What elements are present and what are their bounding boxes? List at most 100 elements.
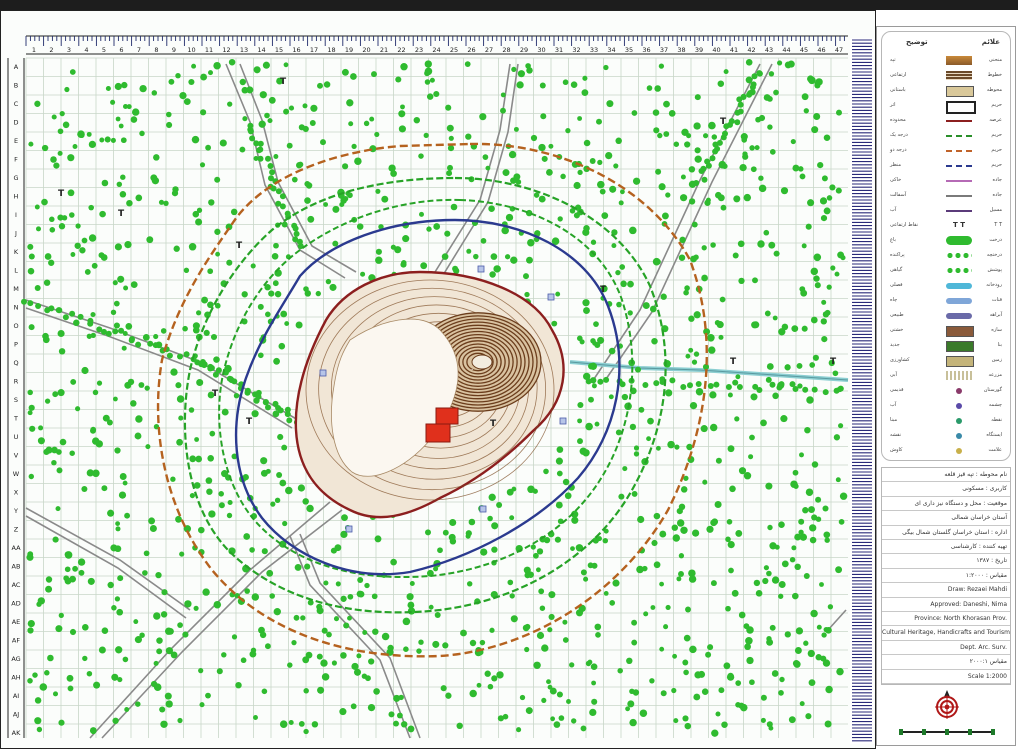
tree	[44, 670, 50, 676]
tree	[215, 367, 222, 374]
title-block-row: Dept. Arc. Surv.	[882, 641, 1010, 656]
tree	[117, 275, 125, 283]
elevation-mark: T	[212, 389, 219, 399]
tree	[44, 253, 52, 260]
tree	[735, 374, 741, 380]
legend-symbol-icon	[946, 120, 972, 122]
legend-symbol-icon	[956, 448, 962, 454]
tree	[416, 648, 422, 654]
tree	[351, 662, 359, 670]
tree	[28, 473, 35, 480]
tree	[613, 163, 619, 169]
tree	[74, 242, 81, 249]
tree	[619, 381, 626, 388]
tree	[91, 262, 98, 269]
legend-symbol-icon	[946, 251, 972, 260]
tree	[72, 565, 79, 572]
tree	[216, 668, 223, 675]
tree	[491, 546, 498, 553]
tree	[231, 453, 238, 460]
tree	[215, 251, 221, 257]
tree	[388, 164, 396, 172]
survey-marker	[559, 417, 567, 425]
row-letter: W	[13, 470, 20, 478]
tree	[719, 296, 726, 303]
tree	[93, 681, 101, 689]
tree	[347, 593, 354, 600]
tree	[500, 107, 506, 114]
tree	[194, 437, 200, 442]
tree	[156, 648, 163, 655]
tree	[801, 243, 807, 249]
tree	[233, 393, 240, 399]
tree	[555, 501, 563, 509]
tree	[247, 128, 254, 135]
green-buffer-outer	[183, 176, 667, 614]
tree	[673, 141, 680, 147]
tree	[840, 255, 846, 261]
tree	[597, 180, 605, 189]
tree	[356, 223, 364, 230]
column-number: 22	[397, 46, 405, 54]
tree	[55, 625, 63, 633]
tree	[788, 716, 796, 724]
tree	[631, 110, 638, 116]
tree	[580, 569, 587, 576]
tree	[591, 680, 597, 686]
tree	[311, 721, 319, 728]
tree	[208, 70, 213, 76]
tree	[456, 722, 463, 730]
tree	[649, 305, 657, 313]
legend-symbol-icon	[946, 326, 974, 337]
tree	[709, 423, 718, 432]
tree	[760, 419, 767, 427]
tree	[346, 99, 354, 107]
tree	[526, 256, 533, 264]
tree	[619, 189, 625, 195]
tree	[82, 655, 88, 662]
tree	[413, 116, 421, 124]
tree	[118, 491, 127, 499]
tree	[332, 205, 340, 213]
tree	[205, 692, 211, 699]
tree	[577, 169, 583, 176]
tree	[646, 436, 652, 442]
tree	[810, 267, 819, 276]
tree	[729, 485, 736, 493]
tree	[442, 529, 449, 536]
tree	[166, 352, 173, 359]
row-letter: R	[14, 378, 19, 386]
legend-label: جاده	[992, 192, 1002, 198]
column-number: 3	[67, 46, 71, 54]
column-number: 27	[485, 46, 493, 54]
legend-row: جدید بنا	[888, 339, 1004, 353]
tree	[760, 694, 767, 701]
tree	[114, 447, 121, 454]
tree	[808, 76, 816, 85]
tree	[124, 240, 132, 249]
tree	[594, 421, 600, 427]
tree	[57, 329, 65, 338]
survey-marker	[479, 505, 487, 513]
tree	[718, 334, 724, 340]
tree	[122, 480, 128, 486]
tree	[784, 364, 791, 371]
tree	[273, 608, 281, 616]
tree	[34, 697, 42, 704]
tree	[96, 380, 103, 386]
tree	[718, 160, 727, 169]
tree	[688, 315, 695, 322]
tree	[270, 185, 277, 192]
tree	[199, 162, 206, 168]
tree	[679, 236, 686, 244]
tree	[153, 683, 162, 691]
tree	[101, 179, 109, 187]
tree	[279, 203, 286, 210]
tree	[130, 116, 138, 123]
tree	[752, 383, 759, 390]
tree	[199, 359, 206, 365]
tree	[653, 512, 661, 520]
row-letter: I	[15, 211, 17, 219]
tree	[173, 245, 180, 252]
tree	[525, 707, 533, 715]
